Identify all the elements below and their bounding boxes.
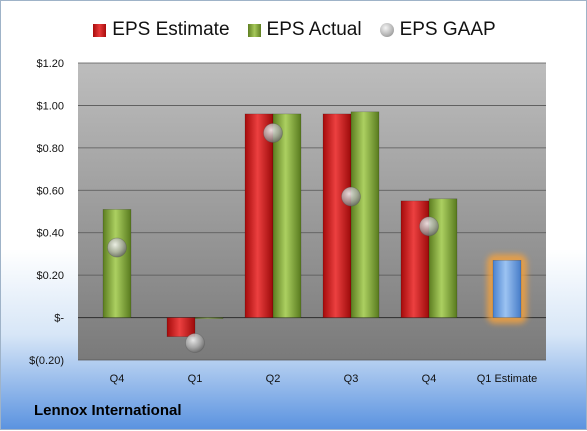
legend-label-actual: EPS Actual xyxy=(266,19,362,40)
x-tick-label: Q4 xyxy=(422,373,437,385)
gaap-marker-icon xyxy=(379,23,394,37)
actual-bar xyxy=(350,111,380,318)
gaap-marker xyxy=(341,186,361,207)
estimate-bar xyxy=(166,317,196,337)
y-tick-label: $0.60 xyxy=(36,185,64,197)
x-tick-label: Q2 xyxy=(266,373,281,385)
gaap-marker xyxy=(419,216,439,237)
legend-item-gaap: EPS GAAP xyxy=(379,19,496,41)
estimate-bar xyxy=(244,113,274,318)
actual-bar xyxy=(428,198,458,318)
legend-item-actual: EPS Actual xyxy=(247,19,362,41)
y-tick-label: $0.40 xyxy=(36,228,64,240)
actual-bar xyxy=(194,317,224,319)
x-tick-label: Q4 xyxy=(110,373,125,385)
actual-bar xyxy=(102,209,132,318)
gaap-marker xyxy=(185,333,205,353)
plot-area xyxy=(78,63,546,360)
y-tick-label: $- xyxy=(54,313,64,325)
gaap-marker xyxy=(263,123,283,143)
x-tick-label: Q1 xyxy=(188,373,203,385)
company-name: Lennox International xyxy=(34,402,182,419)
legend-label-gaap: EPS GAAP xyxy=(399,19,496,40)
legend-item-estimate: EPS Estimate xyxy=(93,19,230,41)
y-tick-label: $1.20 xyxy=(36,58,64,70)
estimate-bar xyxy=(322,113,352,318)
y-tick-label: $0.20 xyxy=(36,270,64,282)
gaap-marker xyxy=(107,237,127,258)
next-estimate-bar xyxy=(492,259,522,318)
legend-label-estimate: EPS Estimate xyxy=(112,19,230,40)
actual-bar xyxy=(272,113,302,318)
chart-legend: EPS Estimate EPS Actual EPS GAAP xyxy=(1,17,587,43)
x-tick-label: Q1 Estimate xyxy=(477,373,538,385)
y-tick-label: $1.00 xyxy=(36,100,64,112)
estimate-swatch-icon xyxy=(93,23,107,37)
y-tick-label: $0.80 xyxy=(36,143,64,155)
x-tick-label: Q3 xyxy=(344,373,359,385)
y-tick-label: $(0.20) xyxy=(29,355,64,367)
actual-swatch-icon xyxy=(247,23,261,37)
